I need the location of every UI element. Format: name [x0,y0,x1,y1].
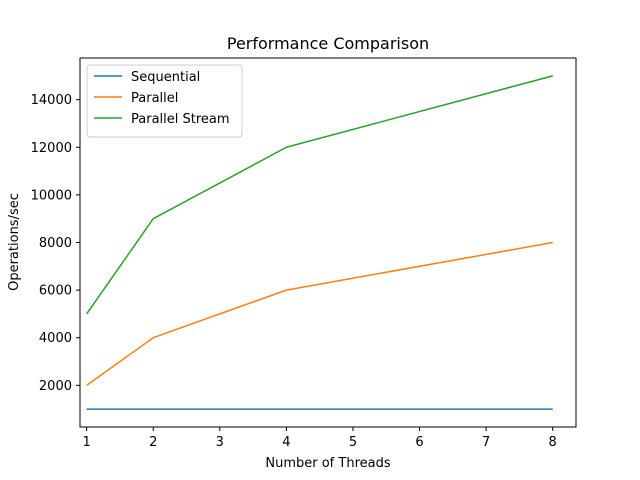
x-tick-label: 1 [83,435,91,450]
series-line-3 [86,75,553,315]
y-tick-label: 6000 [39,284,72,299]
x-tick-label: 3 [216,435,224,450]
x-tick-label: 7 [482,435,490,450]
y-tick-label: 8000 [39,236,72,251]
x-tick-label: 2 [149,435,157,450]
legend-label: Sequential [131,70,200,85]
x-tick-label: 6 [415,435,423,450]
y-axis: 2000 4000 6000 8000 10000 12000 14000 [31,93,80,394]
y-tick-label: 10000 [31,188,72,203]
x-tick-label: 4 [282,435,290,450]
x-axis-label: Number of Threads [265,456,390,471]
legend-label: Parallel Stream [131,112,230,127]
x-axis: 1 2 3 4 5 6 7 8 [83,427,557,450]
y-tick-label: 12000 [31,141,72,156]
series-line-2 [86,241,553,386]
x-tick-label: 5 [349,435,357,450]
chart-title: Performance Comparison [227,34,429,53]
x-tick-label: 8 [549,435,557,450]
y-axis-label: Operations/sec [7,193,22,291]
y-tick-label: 14000 [31,93,72,108]
plot-area [86,75,553,410]
legend: Sequential Parallel Parallel Stream [86,64,243,138]
y-tick-label: 2000 [39,379,72,394]
legend-label: Parallel [131,91,178,106]
legend-box [86,64,243,138]
y-tick-label: 4000 [39,331,72,346]
